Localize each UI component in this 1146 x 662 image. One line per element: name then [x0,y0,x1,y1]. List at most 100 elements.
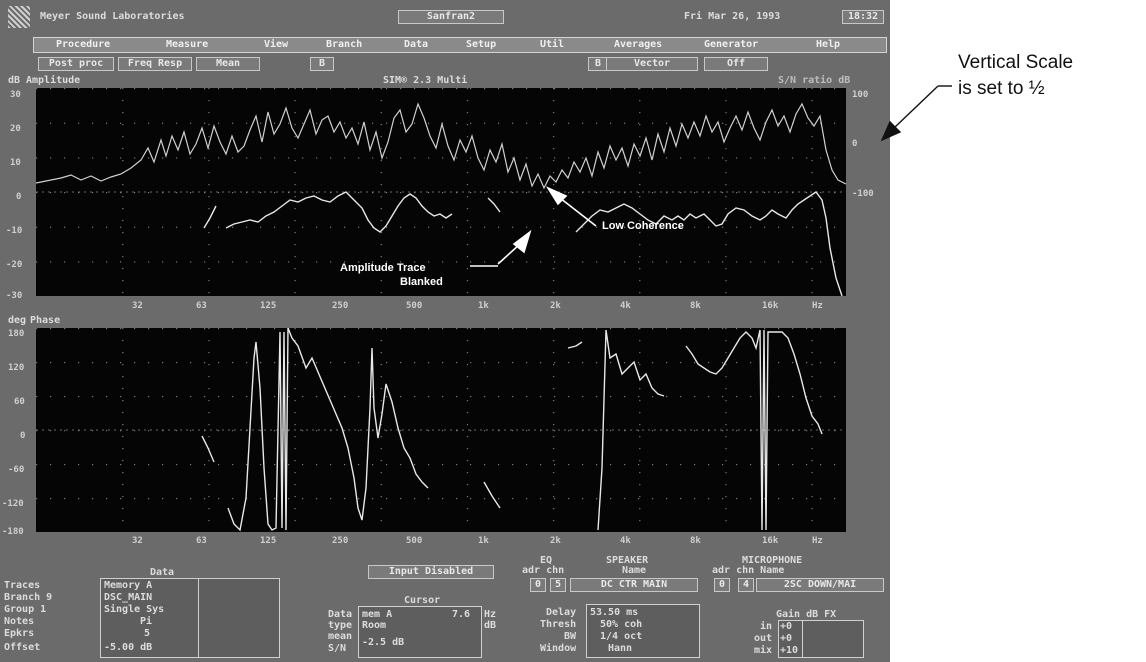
cursor-db-unit: dB [484,620,497,631]
cursor-mean-value: -2.5 dB [362,637,405,648]
data-value-traces[interactable]: Memory A [104,580,153,591]
data-label-branch: Branch 9 [4,592,53,603]
amp-xtick-3: 250 [332,301,349,311]
freq-resp-button[interactable]: Freq Resp [118,57,192,71]
delay-label-thresh: Thresh [540,619,577,630]
menu-help[interactable]: Help [816,39,841,50]
data-value-group[interactable]: Single Sys [104,604,165,615]
phase-trace-5 [597,329,665,531]
menu-averages[interactable]: Averages [614,39,663,50]
sim-version-title: SIM® 2.3 Multi [383,75,468,86]
mode-num-box[interactable]: B [310,57,334,71]
phase-grid [36,328,846,522]
phase-trace-2 [227,328,429,532]
delay-panel [586,604,700,658]
amplitude-trace-2 [225,191,453,233]
cursor-label-type: type [328,620,353,631]
mode-button[interactable]: Mean [196,57,260,71]
amp-ytick-m30: -30 [6,291,23,301]
thresh-value[interactable]: 50% coh [600,619,643,630]
menu-util[interactable]: Util [540,39,565,50]
data-value-notes[interactable]: Pi [140,616,153,627]
phase-label: Phase [30,315,61,326]
post-proc-button[interactable]: Post proc [38,57,114,71]
menu-view[interactable]: View [264,39,289,50]
amplitude-plot [36,88,846,296]
phase-xtick-7: 4k [620,536,631,546]
data-panel-title: Data [150,567,175,578]
amplitude-trace-3 [487,197,501,213]
mic-sub: adr chn Name [712,565,785,576]
mic-chn-box[interactable]: 4 [738,578,754,592]
sn-tick-100: 100 [852,90,869,100]
window-value[interactable]: Hann [608,643,633,654]
amp-xtick-10: Hz [812,301,823,311]
phase-unit: deg [8,315,27,326]
menu-generator[interactable]: Generator [704,39,759,50]
menu-branch[interactable]: Branch [326,39,363,50]
sn-tick-m100: -100 [852,189,874,199]
amp-blanked-label-1: Amplitude Trace [340,262,426,274]
phase-xtick-5: 1k [478,536,489,546]
amp-ytick-0: 0 [16,192,22,202]
sn-ratio-label: S/N ratio dB [778,75,851,86]
gain-label-out: out [754,633,773,644]
gain-title: Gain dB FX [776,609,837,620]
data-value-branch[interactable]: DSC_MAIN [104,592,153,603]
phase-xtick-9: 16k [762,536,779,546]
cursor-data-value[interactable]: mem A [362,609,393,620]
speaker-name-box[interactable]: DC CTR MAIN [570,578,698,592]
eq-adr-box[interactable]: 0 [530,578,546,592]
phase-xtick-8: 8k [690,536,701,546]
gain-mix-value[interactable]: +10 [780,645,799,656]
eq-chn-box[interactable]: 5 [550,578,566,592]
gain-out-value[interactable]: +0 [780,633,793,644]
data-label-traces: Traces [4,580,41,591]
phase-trace-1 [201,435,215,463]
gain-label-mix: mix [754,645,773,656]
phase-trace-6 [685,329,823,531]
menu-data[interactable]: Data [404,39,429,50]
vertical-scale-arrow [880,85,952,142]
amp-xtick-2: 125 [260,301,277,311]
amp-ytick-10: 10 [10,158,21,168]
speaker-title: SPEAKER [606,555,649,566]
data-panel-preview [198,578,280,658]
amp-xtick-7: 4k [620,301,631,311]
input-disabled-indicator: Input Disabled [368,565,494,579]
gain-in-value[interactable]: +0 [780,621,793,632]
sn-ratio-trace [36,102,846,190]
vertical-scale-label-2: is set to ½ [958,78,1045,99]
data-label-offset: Offset [4,642,41,653]
data-label-notes: Notes [4,616,35,627]
menu-procedure[interactable]: Procedure [56,39,111,50]
gain-label-in: in [760,621,773,632]
delay-value[interactable]: 53.50 ms [590,607,639,618]
menu-bar: Procedure Measure View Branch Data Setup… [33,37,887,53]
speaker-sub: Name [622,565,647,576]
ph-ytick-m60: -60 [8,465,25,475]
amplitude-grid [36,88,846,294]
delay-label-delay: Delay [546,607,577,618]
menu-setup[interactable]: Setup [466,39,497,50]
mic-title: MICROPHONE [742,555,803,566]
amp-blanked-label-2: Blanked [400,276,443,288]
bw-value[interactable]: 1/4 oct [600,631,643,642]
data-value-offset[interactable]: -5.00 dB [104,642,153,653]
cursor-type-value[interactable]: Room [362,620,387,631]
amp-xtick-4: 500 [406,301,423,311]
phase-xtick-2: 125 [260,536,277,546]
annotation-arrows [470,186,597,267]
file-name-box[interactable]: Sanfran2 [398,10,504,24]
ph-ytick-60: 60 [14,397,25,407]
amp-xtick-0: 32 [132,301,143,311]
vector-state-box[interactable]: Off [704,57,768,71]
vector-button[interactable]: Vector [606,57,698,71]
mic-name-box[interactable]: 2SC DOWN/MAI [756,578,884,592]
app-logo [8,6,30,28]
mic-adr-box[interactable]: 0 [714,578,730,592]
menu-measure[interactable]: Measure [166,39,209,50]
cursor-panel [358,606,482,658]
data-value-epkrs[interactable]: 5 [144,628,151,639]
phase-xtick-0: 32 [132,536,143,546]
